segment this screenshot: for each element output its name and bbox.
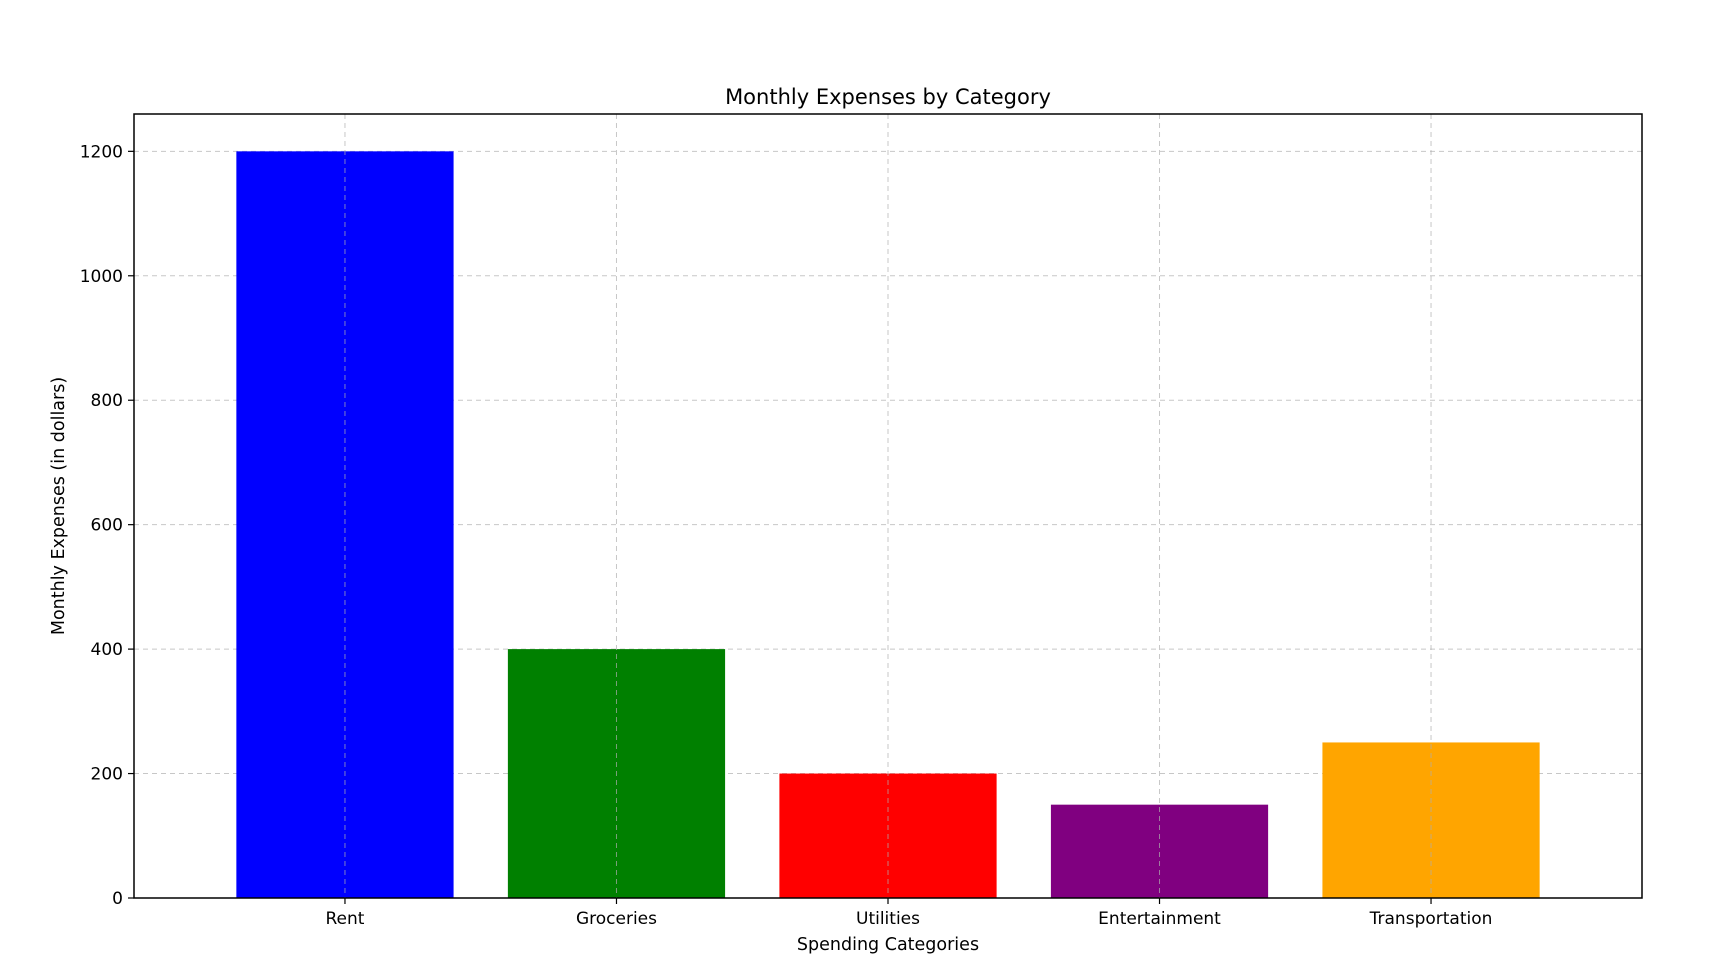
x-tick-label: Groceries	[576, 909, 657, 929]
x-tick-label: Rent	[325, 909, 364, 929]
y-axis-ticks: 0 200 400 600 800 1000 1200	[80, 142, 134, 909]
y-tick-label: 800	[91, 391, 123, 411]
y-tick-label: 1200	[80, 142, 123, 162]
bar-rent	[236, 151, 454, 899]
chart-title: Monthly Expenses by Category	[725, 85, 1051, 109]
y-tick-label: 0	[112, 889, 123, 909]
x-tick-label: Utilities	[856, 909, 920, 929]
vertical-grid	[344, 114, 1432, 898]
x-axis-title: Spending Categories	[797, 935, 979, 955]
y-tick-label: 200	[91, 765, 123, 785]
x-tick-label: Transportation	[1369, 909, 1493, 929]
x-tick-label: Entertainment	[1098, 909, 1221, 929]
y-axis-title: Monthly Expenses (in dollars)	[49, 377, 69, 635]
x-axis-ticks: Rent Groceries Utilities Entertainment Trans…	[325, 898, 1492, 929]
y-tick-label: 600	[91, 516, 123, 536]
y-tick-label: 1000	[80, 267, 123, 287]
y-tick-label: 400	[91, 640, 123, 660]
